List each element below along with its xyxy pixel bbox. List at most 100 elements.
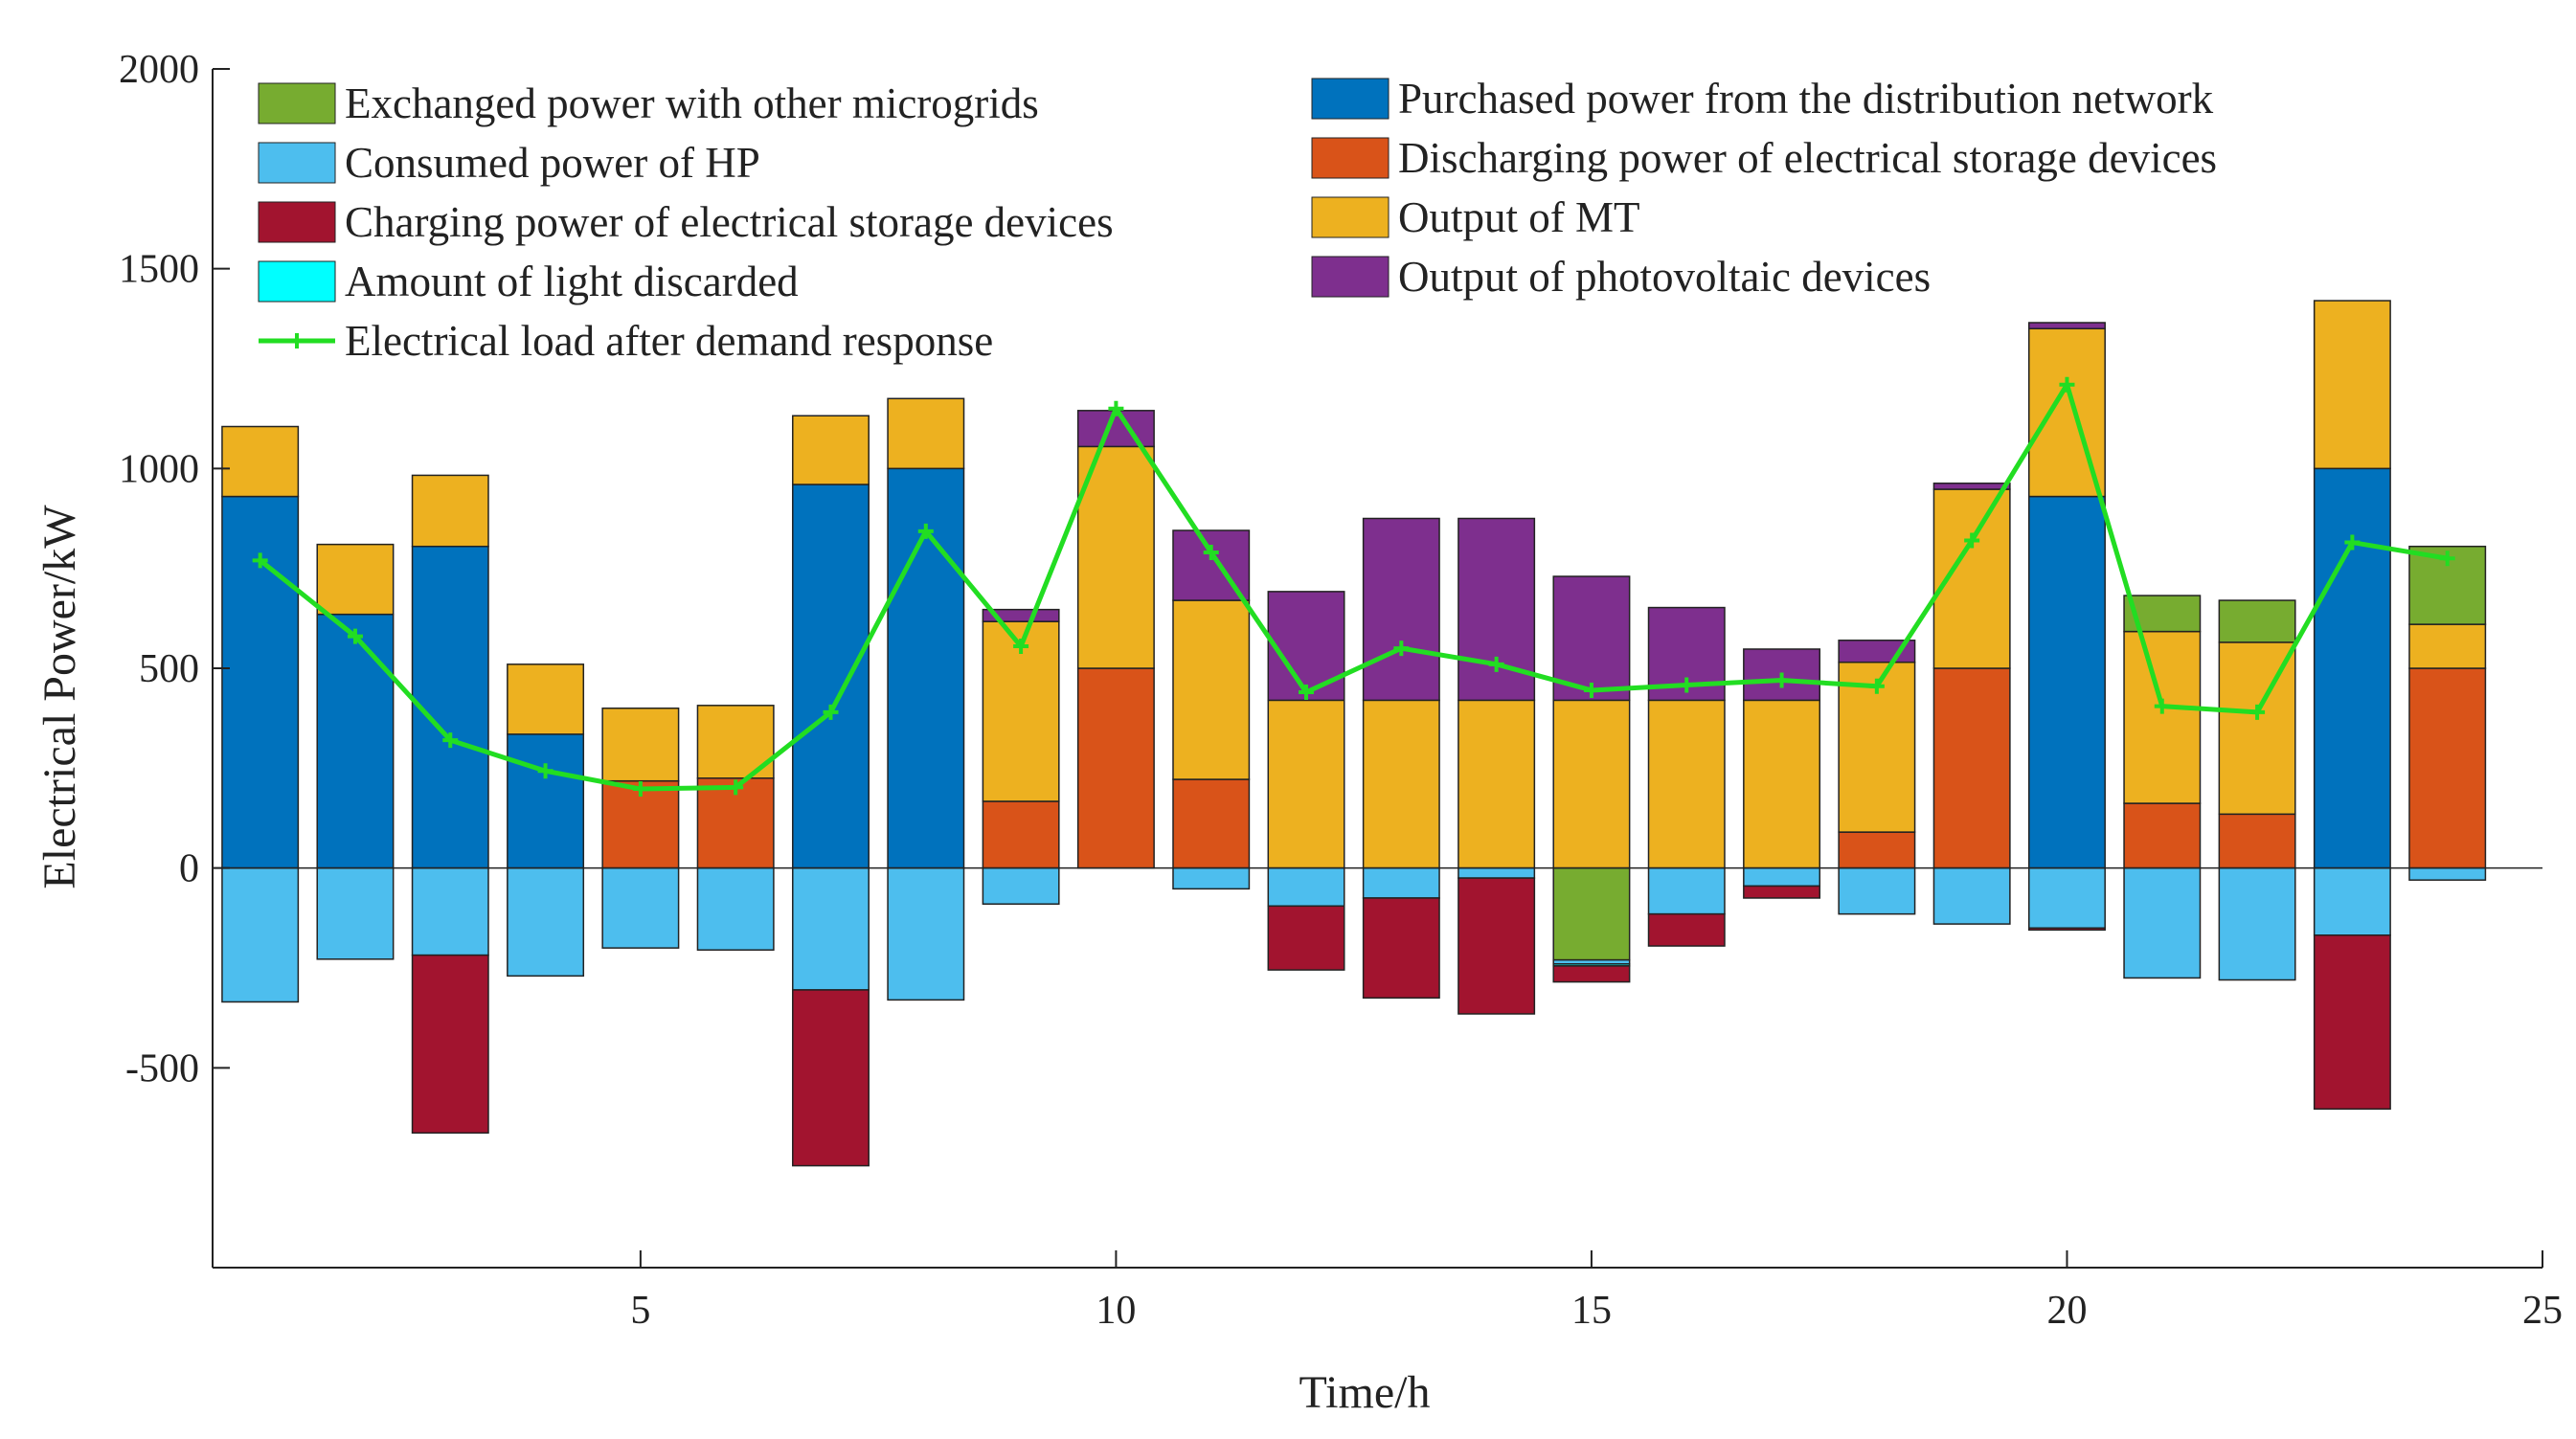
bar-hp-neg-t13 xyxy=(1362,866,1440,899)
legend-left-swatch-0 xyxy=(258,82,336,124)
bar-mt-t14 xyxy=(1457,699,1536,869)
bar-mt-t11 xyxy=(1172,599,1251,780)
legend-left-label-4: Electrical load after demand response xyxy=(345,317,993,365)
bar-hp-neg-t20 xyxy=(2027,866,2106,930)
bar-purchased-t4 xyxy=(507,733,585,869)
bar-charging-neg-t17 xyxy=(1743,885,1821,899)
bar-hp-neg-t3 xyxy=(411,866,489,956)
line-point-t15 xyxy=(1583,682,1599,698)
bar-mt-t16 xyxy=(1647,699,1726,869)
bar-hp-neg-t21 xyxy=(2123,866,2202,979)
bar-hp-neg-t6 xyxy=(696,866,775,951)
line-point-t4 xyxy=(537,763,554,779)
bar-pv-t19 xyxy=(1932,483,2011,490)
line-point-t8 xyxy=(917,523,934,539)
line-point-t14 xyxy=(1488,656,1504,672)
line-point-t16 xyxy=(1679,677,1695,693)
legend-left-label-0: Exchanged power with other microgrids xyxy=(345,79,1039,127)
bar-hp-neg-t4 xyxy=(507,866,585,978)
x-tick-label-10: 10 xyxy=(1096,1289,1136,1333)
legend-right-label-3: Output of photovoltaic devices xyxy=(1398,253,1931,301)
bar-discharging-t10 xyxy=(1076,667,1155,869)
legend-right-swatch-1 xyxy=(1311,137,1390,179)
legend-right-label-0: Purchased power from the distribution ne… xyxy=(1398,75,2214,123)
bar-mt-t3 xyxy=(411,474,489,548)
bar-hp-neg-t17 xyxy=(1743,866,1821,888)
bar-hp-neg-t16 xyxy=(1647,866,1726,915)
x-tick-label-25: 25 xyxy=(2522,1289,2563,1333)
bar-hp-neg-t24 xyxy=(2408,866,2487,881)
legend-left-label-3: Amount of light discarded xyxy=(345,258,799,305)
bar-pv-t20 xyxy=(2027,322,2106,330)
legend-left-swatch-2 xyxy=(258,201,336,243)
y-tick-label-2000: 2000 xyxy=(119,48,199,92)
line-point-t3 xyxy=(442,732,459,749)
bar-mt-t5 xyxy=(601,707,680,782)
axes-layer: -500 0 500 1000 1500 2000 5 10 15 20 25 xyxy=(119,48,2563,1333)
line-layer xyxy=(252,376,2455,798)
bar-hp-neg-t22 xyxy=(2218,866,2296,981)
line-point-t12 xyxy=(1299,685,1315,701)
x-tick-label-15: 15 xyxy=(1571,1289,1612,1333)
bar-mt-t24 xyxy=(2408,623,2487,669)
bar-mt-t21 xyxy=(2123,630,2202,804)
bar-pv-t12 xyxy=(1267,591,1345,702)
y-tick-label-1000: 1000 xyxy=(119,447,199,491)
bar-hp-neg-t2 xyxy=(316,866,395,960)
line-point-t21 xyxy=(2154,698,2170,714)
bar-mt-t10 xyxy=(1076,445,1155,669)
line-point-t22 xyxy=(2249,704,2266,720)
bars-layer xyxy=(221,300,2487,1167)
bar-mt-t12 xyxy=(1267,699,1345,869)
bar-hp-neg-t8 xyxy=(887,866,965,1001)
bar-mt-t7 xyxy=(792,415,870,485)
bar-discharging-t11 xyxy=(1172,778,1251,869)
line-point-t17 xyxy=(1774,672,1790,688)
line-point-t11 xyxy=(1203,544,1219,560)
bar-hp-neg-t5 xyxy=(601,866,680,949)
x-tick-label-20: 20 xyxy=(2046,1289,2087,1333)
line-point-t2 xyxy=(347,628,363,644)
bar-pv-t10 xyxy=(1076,410,1155,448)
bar-charging-neg-t14 xyxy=(1457,877,1536,1015)
bar-charging-neg-t20 xyxy=(2027,927,2106,932)
bar-hp-neg-t7 xyxy=(792,866,870,991)
bar-hp-neg-t12 xyxy=(1267,866,1345,908)
line-point-t1 xyxy=(252,552,268,569)
bar-discharging-t24 xyxy=(2408,667,2487,869)
bar-mt-t2 xyxy=(316,543,395,616)
y-tick-label-1500: 1500 xyxy=(119,248,199,292)
legend-right-label-2: Output of MT xyxy=(1398,193,1640,241)
legend-left-label-1: Consumed power of HP xyxy=(345,139,760,187)
bar-discharging-t9 xyxy=(982,800,1060,869)
bar-purchased-t2 xyxy=(316,613,395,869)
bar-purchased-t23 xyxy=(2313,467,2391,869)
bar-discharging-t18 xyxy=(1838,831,1916,869)
bar-exchanged-neg-t15 xyxy=(1552,866,1631,961)
bar-exchanged-t22 xyxy=(2218,599,2296,643)
bar-charging-neg-t23 xyxy=(2313,934,2391,1111)
line-point-t10 xyxy=(1108,400,1124,416)
line-point-t9 xyxy=(1013,639,1029,655)
bar-hp-neg-t19 xyxy=(1932,866,2011,925)
bar-mt-t23 xyxy=(2313,300,2391,470)
legend-left-swatch-1 xyxy=(258,142,336,184)
line-point-t18 xyxy=(1868,678,1885,694)
bar-purchased-t20 xyxy=(2027,495,2106,869)
bar-charging-neg-t7 xyxy=(792,989,870,1167)
series-line-load-after-dr xyxy=(259,382,2449,792)
bar-hp-neg-t1 xyxy=(221,866,300,1003)
bar-charging-neg-t16 xyxy=(1647,912,1726,947)
bar-hp-neg-t9 xyxy=(982,866,1060,905)
bar-purchased-t3 xyxy=(411,545,489,869)
x-axis-title: Time/h xyxy=(1299,1367,1431,1418)
bar-pv-t13 xyxy=(1362,517,1440,702)
legend-left-swatch-3 xyxy=(258,260,336,303)
y-axis-title: Electrical Power/kW xyxy=(34,505,85,889)
bar-hp-neg-t23 xyxy=(2313,866,2391,936)
bar-purchased-t1 xyxy=(221,495,300,869)
legend-left-marker-4 xyxy=(289,333,305,349)
bar-pv-t9 xyxy=(982,608,1060,622)
